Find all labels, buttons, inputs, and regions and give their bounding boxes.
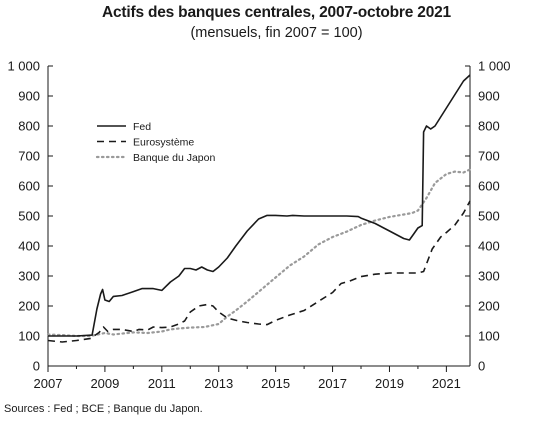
y-tick-label-left: 700 <box>18 149 40 164</box>
y-tick-label-right: 500 <box>478 209 500 224</box>
y-tick-label-right: 700 <box>478 149 500 164</box>
y-tick-label-right: 600 <box>478 179 500 194</box>
x-tick-label: 2021 <box>432 376 461 391</box>
y-tick-label-left: 0 <box>33 359 40 374</box>
x-tick-label: 2019 <box>375 376 404 391</box>
y-tick-label-right: 300 <box>478 269 500 284</box>
y-tick-label-left: 800 <box>18 119 40 134</box>
chart-subtitle: (mensuels, fin 2007 = 100) <box>190 25 363 41</box>
y-tick-label-left: 500 <box>18 209 40 224</box>
y-tick-label-right: 200 <box>478 299 500 314</box>
x-tick-label: 2011 <box>148 376 176 391</box>
y-tick-label-right: 900 <box>478 89 500 104</box>
chart-legend: Fed Eurosystème Banque du Japon <box>95 121 215 164</box>
y-tick-label-left: 400 <box>18 239 40 254</box>
x-tick-label: 2017 <box>318 376 347 391</box>
y-tick-label-left: 600 <box>18 179 40 194</box>
y-tick-label-right: 400 <box>478 239 500 254</box>
y-tick-label-left: 300 <box>18 269 40 284</box>
chart-series <box>46 74 472 343</box>
legend-label: Fed <box>133 121 151 133</box>
x-tick-label: 2009 <box>90 376 119 391</box>
y-tick-label-left: 900 <box>18 89 40 104</box>
y-tick-label-right: 0 <box>478 359 485 374</box>
x-tick-label: 2007 <box>34 376 63 391</box>
y-tick-label-right: 1 000 <box>478 59 511 74</box>
chart-title: Actifs des banques centrales, 2007-octob… <box>102 4 451 21</box>
series-line-fed <box>48 74 471 337</box>
series-line-banque-du-japon <box>46 168 472 338</box>
legend-label: Banque du Japon <box>133 152 215 164</box>
y-tick-label-right: 100 <box>478 329 500 344</box>
x-tick-label: 2015 <box>261 376 290 391</box>
chart-source: Sources : Fed ; BCE ; Banque du Japon. <box>4 403 203 415</box>
chart-axes: 0 0 100 100 200 200 300 300 400 400 500 500 600 600 70… <box>7 59 510 392</box>
y-tick-label-right: 800 <box>478 119 500 134</box>
y-tick-label-left: 100 <box>18 329 40 344</box>
line-chart: 0 0 100 100 200 200 300 300 400 400 500 500 600 600 70… <box>7 59 510 392</box>
series-line-eurosyst-me <box>47 200 471 343</box>
x-tick-label: 2013 <box>204 376 233 391</box>
y-tick-label-left: 1 000 <box>7 59 40 74</box>
y-tick-label-left: 200 <box>18 299 40 314</box>
legend-label: Eurosystème <box>133 137 194 149</box>
